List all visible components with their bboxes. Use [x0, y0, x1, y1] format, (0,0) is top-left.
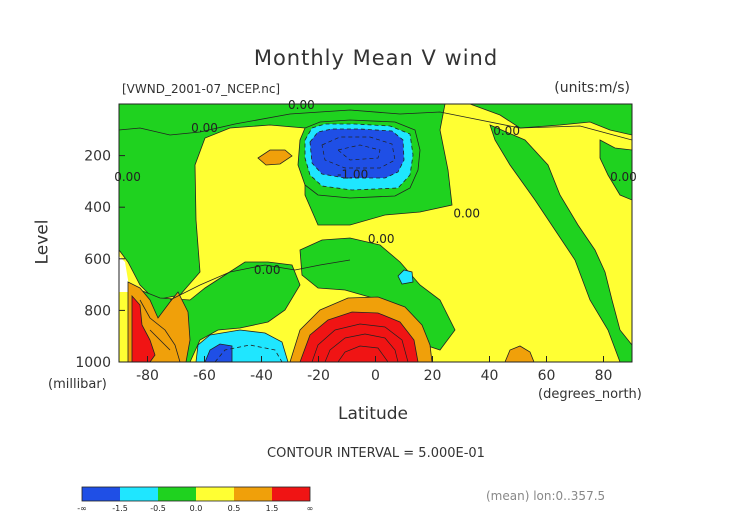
x-axis-label: Latitude [338, 404, 408, 424]
contour-label: 0.00 [493, 124, 520, 138]
region-missing-data [119, 256, 130, 292]
contour-label: 0.00 [288, 98, 315, 112]
y-tick-label: 200 [84, 149, 111, 165]
colorbar-label: -0.5 [150, 504, 166, 513]
y-tick-label: 600 [84, 252, 111, 268]
contour-lines-equator [311, 323, 409, 362]
contour-line-zero-upper [119, 109, 632, 141]
x-tick-label: -40 [250, 368, 273, 384]
colorbar-label: 1.5 [266, 504, 279, 513]
region-red-equator [299, 311, 419, 362]
colorbar-frame [81, 486, 311, 502]
contour-label: -1.00 [337, 168, 368, 182]
y-tick-label: 1000 [75, 355, 111, 371]
x-tick-label: -20 [307, 368, 330, 384]
x-axis-unit: (degrees_north) [538, 387, 642, 402]
region-green-north-tongue [489, 124, 632, 362]
x-tick-label: 0 [371, 368, 380, 384]
colorbar-label: ∞ [307, 504, 314, 513]
contour-label: 0.00 [254, 263, 281, 277]
colorbar-label: 0.5 [228, 504, 241, 513]
units-label: (units:m/s) [554, 80, 630, 96]
colorbar-swatch [272, 487, 310, 501]
region-green-north [469, 104, 632, 136]
x-tick-label: 80 [595, 368, 613, 384]
x-tick-label: 40 [481, 368, 499, 384]
region-orange-north-surface [504, 345, 535, 362]
x-tick-label: -60 [193, 368, 216, 384]
region-blue-surface [204, 343, 233, 362]
colorbar-swatch [82, 487, 120, 501]
region-green-far-north [599, 139, 632, 201]
colorbar-swatch [196, 487, 234, 501]
x-tick-label: -80 [136, 368, 159, 384]
mean-longitude-note: (mean) lon:0..357.5 [486, 489, 606, 503]
contour-label: 0.00 [114, 170, 141, 184]
x-tick-label: 20 [424, 368, 442, 384]
y-axis-unit: (millibar) [48, 377, 107, 392]
colorbar-label: -∞ [77, 504, 87, 513]
x-axis-ticks: -80 -60 -40 -20 0 20 40 60 80 [136, 356, 612, 384]
colorbar-swatch [158, 487, 196, 501]
contour-line-zero-lower [169, 259, 351, 301]
contour-label: 0.00 [453, 206, 480, 220]
y-tick-label: 800 [84, 303, 111, 319]
colorbar-label: 0.0 [190, 504, 203, 513]
colorbar: -∞ -1.5 -0.5 0.0 0.5 1.5 ∞ [77, 486, 314, 513]
contour-line-surface [214, 344, 283, 362]
contour-lines-jet [321, 136, 396, 169]
chart-title: Monthly Mean V wind [253, 46, 499, 70]
file-label: [VWND_2001-07_NCEP.nc] [122, 82, 281, 96]
contour-labels: 0.00 0.00 0.00 -1.00 0.00 0.00 0.00 0.00 0.00 [114, 98, 637, 277]
contour-label: 0.00 [368, 232, 395, 246]
colorbar-label: -1.5 [112, 504, 128, 513]
y-axis-ticks: 200 400 600 800 1000 [75, 149, 125, 371]
region-orange-blob [257, 149, 293, 166]
region-red-south [131, 294, 156, 362]
contour-line-south [139, 299, 181, 362]
contour-interval-label: CONTOUR INTERVAL = 5.000E-01 [267, 446, 485, 461]
region-cyan-small [397, 269, 414, 285]
x-tick-label: 60 [538, 368, 556, 384]
y-tick-label: 400 [84, 200, 111, 216]
region-blue-jet [309, 128, 405, 179]
colorbar-swatch [234, 487, 272, 501]
contour-fill-layer [119, 104, 632, 362]
contour-label: 0.00 [191, 121, 218, 135]
contour-label: 0.00 [610, 170, 637, 184]
colorbar-swatch [120, 487, 158, 501]
